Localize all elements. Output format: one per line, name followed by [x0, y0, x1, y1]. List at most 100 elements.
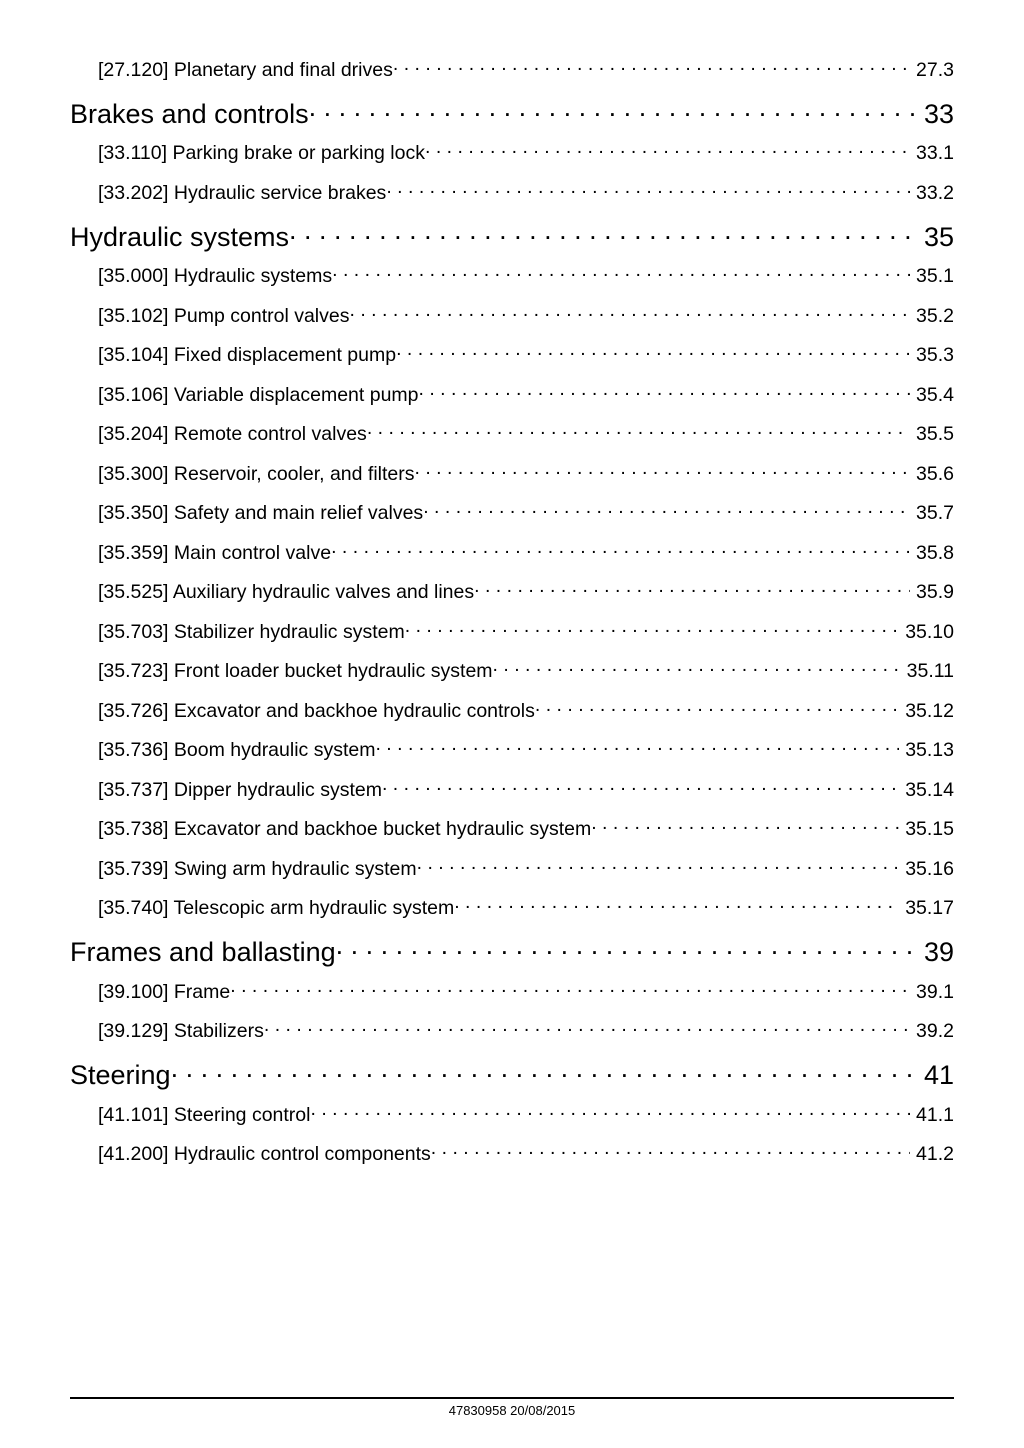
toc-label: [33.110] Parking brake or parking lock — [98, 142, 425, 165]
toc-label: [41.101] Steering control — [98, 1104, 310, 1127]
toc-page-number: 35.7 — [910, 502, 954, 525]
toc-label: [35.350] Safety and main relief valves — [98, 502, 423, 525]
toc-label: [35.525] Auxiliary hydraulic valves and … — [98, 581, 474, 604]
toc-label: [35.737] Dipper hydraulic system — [98, 779, 382, 802]
toc-row: [35.736] Boom hydraulic system 35.13 — [70, 737, 954, 763]
toc-row: [35.738] Excavator and backhoe bucket hy… — [70, 816, 954, 842]
toc-row: [33.202] Hydraulic service brakes 33.2 — [70, 179, 954, 205]
footer-rule — [70, 1397, 954, 1399]
toc-page-number: 35.15 — [899, 818, 954, 841]
toc-page-number: 35.8 — [910, 542, 954, 565]
toc-page-number: 33 — [918, 99, 954, 130]
toc-row: [35.739] Swing arm hydraulic system 35.1… — [70, 855, 954, 881]
toc-label: [33.202] Hydraulic service brakes — [98, 182, 386, 205]
toc-row: [35.703] Stabilizer hydraulic system 35.… — [70, 618, 954, 644]
toc-page-number: 35.4 — [910, 384, 954, 407]
toc-leader — [349, 302, 910, 322]
toc-label: Hydraulic systems — [70, 222, 289, 253]
toc-page-number: 35 — [918, 222, 954, 253]
toc-leader — [423, 500, 910, 520]
toc-page-number: 35.9 — [910, 581, 954, 604]
toc-label: [35.204] Remote control valves — [98, 423, 367, 446]
toc-leader — [336, 934, 918, 961]
toc-page-number: 35.5 — [910, 423, 954, 446]
toc-page-number: 39 — [918, 937, 954, 968]
toc-label: [39.100] Frame — [98, 981, 230, 1004]
toc-page-number: 35.13 — [899, 739, 954, 762]
toc-label: [35.703] Stabilizer hydraulic system — [98, 621, 405, 644]
toc-page-number: 35.12 — [899, 700, 954, 723]
toc-leader — [431, 1141, 910, 1161]
toc-leader — [493, 658, 901, 678]
toc-leader — [309, 96, 918, 123]
toc-label: [35.000] Hydraulic systems — [98, 265, 332, 288]
toc-page-number: 35.1 — [910, 265, 954, 288]
toc-label: [35.359] Main control valve — [98, 542, 331, 565]
toc-leader — [289, 219, 918, 246]
page-footer: 47830958 20/08/2015 — [70, 1397, 954, 1418]
toc-leader — [454, 895, 899, 915]
toc-leader — [417, 855, 900, 875]
toc-row: Frames and ballasting 39 — [70, 934, 954, 968]
toc-row: [35.104] Fixed displacement pump 35.3 — [70, 342, 954, 368]
toc-page-number: 41.1 — [910, 1104, 954, 1127]
toc-leader — [171, 1057, 918, 1084]
toc-row: [33.110] Parking brake or parking lock 3… — [70, 140, 954, 166]
toc-leader — [396, 342, 910, 362]
toc-leader — [382, 776, 899, 796]
toc-label: [35.726] Excavator and backhoe hydraulic… — [98, 700, 535, 723]
page: [27.120] Planetary and final drives 27.3… — [0, 0, 1024, 1448]
toc-row: [35.106] Variable displacement pump 35.4 — [70, 381, 954, 407]
toc-page-number: 27.3 — [910, 59, 954, 82]
toc-row: [35.726] Excavator and backhoe hydraulic… — [70, 697, 954, 723]
toc-label: Frames and ballasting — [70, 937, 336, 968]
toc-row: [35.740] Telescopic arm hydraulic system… — [70, 895, 954, 921]
toc-leader — [332, 263, 910, 283]
toc-leader — [419, 381, 911, 401]
toc-row: [27.120] Planetary and final drives 27.3 — [70, 56, 954, 82]
toc-page-number: 35.2 — [910, 305, 954, 328]
toc-row: [35.102] Pump control valves 35.2 — [70, 302, 954, 328]
toc-page-number: 35.11 — [901, 660, 954, 683]
toc-label: [35.300] Reservoir, cooler, and filters — [98, 463, 415, 486]
toc-label: [41.200] Hydraulic control components — [98, 1143, 431, 1166]
table-of-contents: [27.120] Planetary and final drives 27.3… — [70, 56, 954, 1166]
toc-label: [35.102] Pump control valves — [98, 305, 349, 328]
toc-label: [39.129] Stabilizers — [98, 1020, 264, 1043]
toc-label: [35.723] Front loader bucket hydraulic s… — [98, 660, 493, 683]
toc-leader — [367, 421, 910, 441]
toc-row: [35.723] Front loader bucket hydraulic s… — [70, 658, 954, 684]
toc-page-number: 35.17 — [899, 897, 954, 920]
toc-row: [35.350] Safety and main relief valves 3… — [70, 500, 954, 526]
toc-page-number: 35.14 — [899, 779, 954, 802]
toc-page-number: 35.10 — [899, 621, 954, 644]
toc-page-number: 41 — [918, 1060, 954, 1091]
toc-leader — [264, 1018, 910, 1038]
toc-leader — [535, 697, 899, 717]
toc-row: Steering 41 — [70, 1057, 954, 1091]
toc-leader — [331, 539, 910, 559]
toc-row: [35.204] Remote control valves 35.5 — [70, 421, 954, 447]
toc-label: Brakes and controls — [70, 99, 309, 130]
toc-page-number: 35.3 — [910, 344, 954, 367]
toc-page-number: 41.2 — [910, 1143, 954, 1166]
toc-label: [35.736] Boom hydraulic system — [98, 739, 375, 762]
toc-row: [35.359] Main control valve 35.8 — [70, 539, 954, 565]
toc-row: [35.737] Dipper hydraulic system 35.14 — [70, 776, 954, 802]
toc-label: [35.104] Fixed displacement pump — [98, 344, 396, 367]
toc-row: [35.300] Reservoir, cooler, and filters … — [70, 460, 954, 486]
toc-row: [35.525] Auxiliary hydraulic valves and … — [70, 579, 954, 605]
toc-label: [35.738] Excavator and backhoe bucket hy… — [98, 818, 591, 841]
toc-page-number: 33.2 — [910, 182, 954, 205]
toc-leader — [474, 579, 910, 599]
toc-page-number: 39.2 — [910, 1020, 954, 1043]
toc-label: [27.120] Planetary and final drives — [98, 59, 393, 82]
toc-leader — [386, 179, 910, 199]
toc-row: [41.200] Hydraulic control components 41… — [70, 1141, 954, 1167]
toc-page-number: 33.1 — [910, 142, 954, 165]
toc-leader — [415, 460, 911, 480]
toc-label: Steering — [70, 1060, 171, 1091]
toc-leader — [425, 140, 910, 160]
toc-leader — [393, 56, 910, 76]
toc-row: [35.000] Hydraulic systems 35.1 — [70, 263, 954, 289]
